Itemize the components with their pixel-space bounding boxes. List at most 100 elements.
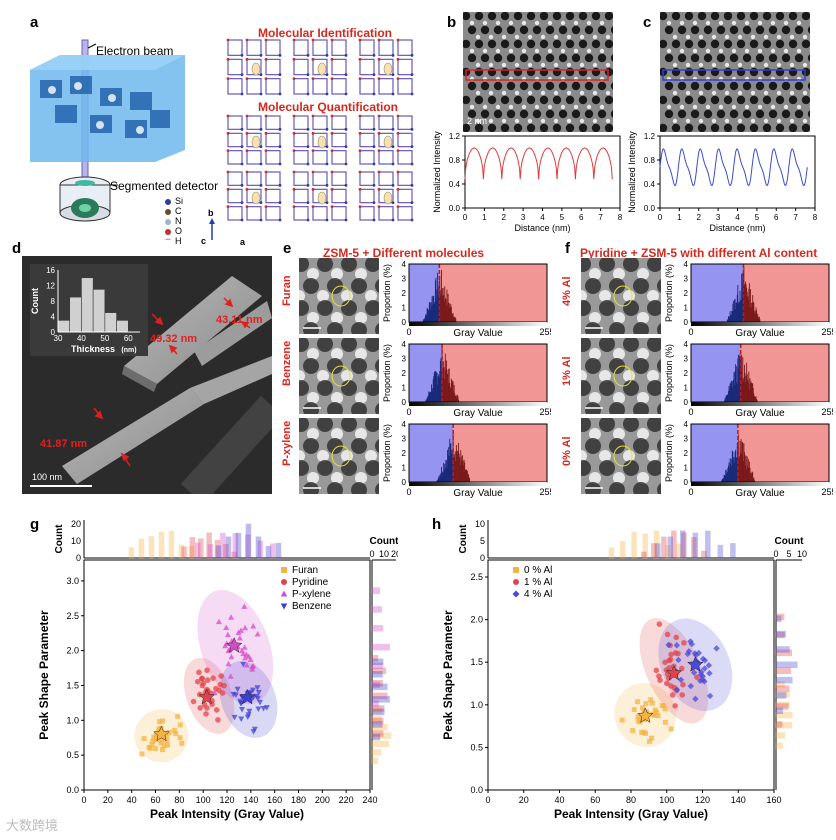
top-hist-bar: [195, 542, 201, 559]
scatter-point: [241, 603, 248, 609]
svg-text:255: 255: [539, 407, 551, 417]
svg-text:0: 0: [406, 327, 411, 337]
x-tick-label: 120: [695, 795, 710, 805]
svg-text:12: 12: [46, 282, 55, 291]
scatter-point: [650, 711, 656, 717]
mean-star: [225, 637, 243, 653]
svg-text:1: 1: [402, 464, 407, 473]
svg-text:Gray Value: Gray Value: [735, 488, 785, 498]
scatter-point: [141, 736, 147, 742]
right-hist-bar: [371, 667, 387, 675]
top-hist-bar: [717, 544, 724, 559]
molecular-identification-title: Molecular Identification: [258, 26, 393, 40]
svg-text:50: 50: [100, 334, 109, 343]
svg-text:0: 0: [773, 549, 778, 559]
histogram-bar: [81, 277, 94, 333]
histogram-bar: [57, 320, 71, 333]
scatter-point: [664, 680, 670, 687]
right-hist-bar: [775, 742, 783, 749]
svg-text:Thickness: Thickness: [71, 344, 115, 354]
svg-text:0.0: 0.0: [644, 204, 656, 213]
legend-entry: 0 % Al: [524, 565, 552, 576]
right-hist-bar: [775, 707, 783, 715]
top-hist-bar: [681, 532, 687, 559]
scatter-point: [217, 681, 224, 688]
scatter-point: [647, 738, 653, 744]
x-tick-label: 40: [554, 795, 564, 805]
svg-text:10: 10: [71, 536, 81, 546]
right-hist-bar: [775, 685, 790, 692]
svg-text:255: 255: [821, 327, 833, 337]
panel-a: Electron beam Segmented detector Molecul…: [0, 0, 440, 247]
right-hist-bar: [371, 587, 381, 594]
scatter-point: [667, 656, 674, 663]
svg-text:0: 0: [688, 407, 693, 417]
right-hist-bar: [371, 715, 382, 723]
svg-text:0: 0: [688, 487, 693, 497]
top-hist-bar: [691, 537, 697, 559]
legend-entry: P-xylene: [292, 589, 331, 600]
scatter-point: [640, 705, 646, 711]
scatter-point: [630, 728, 636, 734]
svg-text:40: 40: [77, 334, 86, 343]
panel-label-b: b: [447, 14, 457, 31]
right-hist-bar: [371, 671, 383, 678]
svg-text:4: 4: [735, 213, 740, 222]
svg-text:Proportion (%): Proportion (%): [664, 264, 674, 322]
svg-text:3: 3: [521, 213, 526, 222]
top-hist-bar: [680, 530, 686, 559]
right-hist-bar: [371, 708, 385, 716]
svg-text:0: 0: [684, 318, 689, 327]
top-hist-bar: [705, 530, 711, 559]
mean-star: [238, 688, 256, 705]
legend-si: Si: [175, 196, 184, 206]
gray-value-histogram: 0 1 2 3 4 0 255 Gray Value Proportion (%): [664, 340, 833, 418]
svg-text:1: 1: [677, 213, 682, 222]
top-hist-bar: [206, 532, 212, 559]
scatter-point: [255, 706, 262, 713]
svg-text:(nm): (nm): [121, 347, 136, 354]
molecule-micrograph: [581, 338, 661, 414]
scatter-point: [250, 729, 257, 735]
svg-text:4: 4: [402, 260, 407, 269]
svg-text:2: 2: [402, 449, 407, 458]
svg-text:10: 10: [475, 519, 485, 529]
scatter-point: [687, 638, 694, 645]
scatter-point: [668, 726, 674, 732]
scatter-point: [157, 719, 163, 725]
scatter-point: [661, 703, 667, 709]
panel-label-g: g: [30, 516, 40, 533]
row-label: Benzene: [281, 340, 293, 386]
top-hist-bar: [275, 542, 282, 559]
scatter-point: [165, 742, 171, 748]
scatter-point: [260, 706, 267, 712]
right-hist-bar: [775, 691, 790, 698]
scatter-point: [211, 689, 218, 696]
x-tick-label: 160: [267, 795, 282, 805]
measurement-3: 41.87 nm: [40, 438, 88, 450]
svg-text:4: 4: [402, 340, 407, 349]
scatter-point: [649, 735, 655, 741]
scatter-point: [173, 731, 179, 737]
right-hist-bar: [371, 721, 383, 728]
right-hist-bar: [775, 721, 783, 728]
top-hist-bar: [257, 540, 264, 559]
top-hist-bar: [661, 536, 667, 559]
svg-text:6: 6: [774, 213, 779, 222]
scatter-point: [159, 737, 165, 743]
panel-a-illustration: [30, 38, 414, 246]
svg-text:0: 0: [406, 487, 411, 497]
top-hist-bar: [225, 536, 232, 559]
scatter-point: [236, 634, 243, 641]
svg-text:16: 16: [46, 266, 55, 275]
x-tick-label: 220: [339, 795, 354, 805]
scatter-point: [631, 706, 637, 712]
y-tick-label: 1.0: [66, 715, 79, 725]
electron-beam-label: Electron beam: [96, 44, 174, 58]
mean-star: [637, 707, 654, 723]
scatter-point: [662, 659, 668, 666]
right-hist-bar: [775, 681, 785, 688]
svg-text:5: 5: [480, 536, 485, 546]
svg-text:0: 0: [76, 553, 81, 563]
right-hist-bar: [371, 732, 392, 739]
